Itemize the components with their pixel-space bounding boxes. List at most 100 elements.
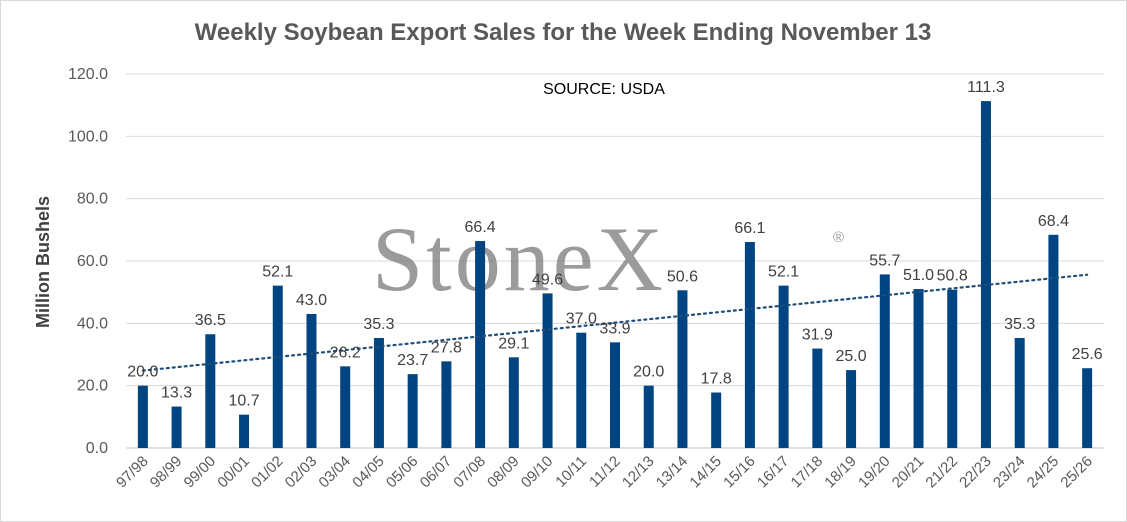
data-label: 36.5 [195, 312, 226, 329]
x-tick-label: 17/18 [788, 453, 827, 492]
data-label: 10.7 [228, 393, 259, 410]
data-label: 50.6 [667, 268, 698, 285]
chart-title: Weekly Soybean Export Sales for the Week… [195, 19, 932, 46]
bar [778, 285, 789, 448]
bar [306, 313, 317, 448]
y-axis-ticks: 0.0 20.0 40.0 60.0 80.0 100.0 120.0 [68, 66, 108, 457]
y-tick-label: 100.0 [68, 128, 108, 145]
x-tick-label: 07/08 [450, 453, 489, 492]
x-tick-label: 98/99 [147, 453, 186, 492]
x-tick-label: 03/04 [315, 453, 354, 492]
x-tick-label: 05/06 [383, 453, 422, 492]
data-label: 66.4 [465, 219, 496, 236]
bar [610, 342, 620, 448]
x-tick-label: 02/03 [282, 453, 321, 492]
bar [879, 274, 890, 448]
x-tick-label: 22/23 [956, 453, 995, 492]
registered-mark: ® [833, 229, 844, 246]
data-label: 35.3 [363, 316, 394, 333]
data-label: 25.0 [835, 348, 866, 365]
y-tick-label: 0.0 [86, 440, 108, 457]
x-tick-label: 21/22 [922, 453, 961, 492]
x-tick-label: 12/13 [619, 453, 658, 492]
bar [340, 366, 351, 448]
bar [542, 293, 553, 448]
bar [677, 290, 688, 448]
data-labels: 20.013.336.510.752.143.026.235.323.727.8… [127, 79, 1103, 410]
x-tick-label: 15/16 [720, 453, 759, 492]
bar [441, 361, 452, 448]
x-tick-label: 18/19 [821, 453, 860, 492]
bar [913, 289, 924, 448]
data-label: 55.7 [869, 252, 900, 269]
data-label: 13.3 [161, 385, 192, 402]
data-label: 49.6 [532, 271, 563, 288]
bar [137, 385, 148, 448]
data-label: 51.0 [903, 267, 934, 284]
bar [475, 241, 486, 448]
source-annotation: SOURCE: USDA [543, 81, 665, 98]
bar [1048, 234, 1059, 448]
bar [205, 334, 216, 448]
data-label: 17.8 [701, 371, 732, 388]
bar [373, 337, 384, 448]
x-tick-label: 11/12 [586, 453, 624, 491]
x-tick-label: 16/17 [754, 453, 793, 492]
y-tick-label: 80.0 [77, 191, 108, 208]
data-label: 31.9 [802, 327, 833, 344]
x-tick-label: 01/02 [248, 453, 287, 492]
x-tick-label: 19/20 [855, 453, 894, 492]
x-tick-label: 10/11 [552, 453, 590, 491]
y-tick-label: 40.0 [77, 315, 108, 332]
bar [812, 348, 823, 448]
data-label: 111.3 [967, 79, 1005, 96]
x-tick-label: 09/10 [518, 453, 557, 492]
data-label: 25.6 [1072, 346, 1103, 363]
x-tick-label: 06/07 [417, 453, 456, 492]
data-label: 35.3 [1004, 316, 1035, 333]
x-axis-ticks: 97/9898/9999/0000/0101/0202/0303/0404/05… [113, 453, 1096, 492]
data-label: 20.0 [633, 364, 664, 381]
data-label: 50.8 [937, 268, 968, 285]
bar [1082, 368, 1093, 448]
y-tick-label: 60.0 [77, 253, 108, 270]
bar [947, 289, 958, 448]
x-tick-label: 25/26 [1057, 453, 1096, 492]
data-label: 68.4 [1038, 213, 1069, 230]
trendline-path [141, 273, 1089, 372]
bar [407, 374, 418, 448]
y-axis-label: Million Bushels [33, 196, 53, 328]
x-tick-label: 04/05 [349, 453, 388, 492]
bar [711, 392, 722, 448]
trendline [141, 273, 1089, 372]
bar [846, 370, 857, 448]
data-label: 43.0 [296, 292, 327, 309]
x-tick-label: 08/09 [484, 453, 523, 492]
data-label: 33.9 [599, 320, 630, 337]
bar [272, 285, 283, 448]
x-tick-label: 99/00 [181, 453, 220, 492]
x-tick-label: 23/24 [990, 453, 1029, 492]
x-tick-label: 24/25 [1024, 453, 1063, 492]
bar [1014, 337, 1025, 448]
data-label: 37.0 [566, 311, 597, 328]
stonex-watermark: StoneX [372, 208, 666, 310]
data-label: 23.7 [397, 352, 428, 369]
data-label: 20.0 [127, 364, 158, 381]
y-tick-label: 20.0 [77, 378, 108, 395]
bar [643, 385, 654, 448]
bar [171, 406, 182, 448]
gridlines [126, 73, 1104, 449]
data-label: 52.1 [768, 264, 799, 281]
x-tick-label: 00/01 [214, 453, 253, 492]
bar-series [137, 101, 1093, 449]
y-tick-label: 120.0 [68, 66, 108, 83]
data-label: 66.1 [734, 220, 765, 237]
data-label: 26.2 [330, 344, 361, 361]
x-tick-label: 14/15 [686, 453, 725, 492]
bar [239, 414, 250, 448]
bar [508, 357, 519, 448]
bar [980, 101, 991, 449]
x-tick-label: 97/98 [113, 453, 152, 492]
